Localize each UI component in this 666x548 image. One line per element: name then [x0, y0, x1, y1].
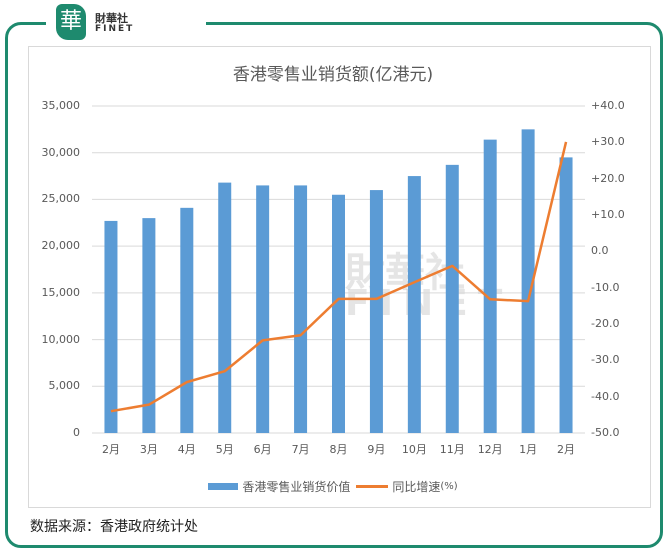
legend-bar-swatch — [208, 483, 239, 490]
legend-line-label: 同比增速 — [392, 480, 441, 494]
bar — [483, 139, 497, 434]
bar — [369, 190, 383, 433]
legend: 香港零售业销货价值 同比增速 (%) — [0, 478, 666, 495]
x-axis-tick: 2月 — [101, 443, 120, 456]
left-axis-tick: 15,000 — [41, 285, 81, 299]
right-axis-tick: -30.0 — [591, 353, 620, 367]
chart-title: 香港零售业销货额(亿港元) — [232, 65, 434, 85]
finet-logo-icon: 華 — [56, 4, 86, 40]
left-axis-tick: 5,000 — [48, 379, 81, 393]
logo-cn: 財華社 — [95, 12, 128, 25]
x-axis-tick: 11月 — [439, 443, 465, 456]
bar — [294, 185, 308, 433]
watermark: 財華社 — [345, 250, 465, 296]
right-axis-tick: +40.0 — [591, 99, 625, 112]
x-axis-tick: 6月 — [253, 443, 272, 456]
x-axis-tick: 2月 — [557, 443, 576, 456]
right-axis-tick: -20.0 — [591, 317, 620, 330]
x-axis-tick: 7月 — [291, 443, 310, 456]
left-axis-tick: 35,000 — [41, 99, 81, 112]
bar — [104, 220, 118, 433]
x-axis-tick: 5月 — [215, 443, 234, 456]
logo-en: FINET — [95, 24, 135, 34]
legend-line-swatch — [356, 485, 389, 488]
bar — [332, 194, 345, 433]
x-axis-tick: 10月 — [401, 443, 427, 456]
left-axis-tick: 20,000 — [41, 239, 81, 253]
bar — [180, 207, 194, 433]
right-axis-tick: +10.0 — [591, 208, 625, 221]
bar — [256, 185, 270, 433]
right-axis-tick: -40.0 — [591, 389, 620, 403]
right-axis-tick: -50.0 — [591, 426, 620, 439]
bar — [407, 176, 421, 434]
chart-area — [28, 46, 651, 508]
x-axis-tick: 3月 — [139, 443, 158, 456]
x-axis-tick: 8月 — [329, 443, 348, 456]
bar — [218, 182, 232, 433]
source-note: 数据来源：香港政府统计处 — [30, 519, 198, 535]
right-axis-tick: -10.0 — [591, 280, 620, 294]
right-axis-tick: 0.0 — [591, 244, 609, 258]
legend-bar-label: 香港零售业销货价值 — [242, 480, 351, 494]
bar — [142, 218, 156, 433]
x-axis-tick: 1月 — [519, 443, 538, 456]
legend-line-unit: (%) — [440, 481, 458, 492]
left-axis-tick: 10,000 — [41, 332, 81, 346]
x-axis-tick: 4月 — [177, 443, 196, 456]
x-axis-tick: 12月 — [477, 443, 503, 456]
bar — [559, 157, 573, 433]
right-axis-tick: +30.0 — [591, 135, 625, 149]
x-axis-tick: 9月 — [367, 443, 386, 456]
bar — [445, 164, 459, 434]
frame-border — [5, 22, 663, 548]
bar — [521, 129, 535, 433]
left-axis-tick: 25,000 — [41, 192, 81, 206]
right-axis-tick: +20.0 — [591, 171, 625, 185]
left-axis-tick: 0 — [73, 426, 80, 439]
left-axis-tick: 30,000 — [41, 145, 81, 159]
